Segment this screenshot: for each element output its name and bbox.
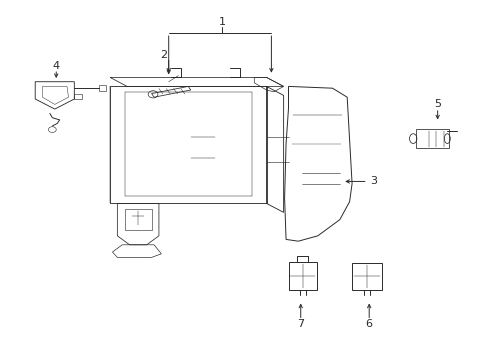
Text: 7: 7 bbox=[297, 319, 304, 329]
Text: 1: 1 bbox=[219, 17, 225, 27]
Text: 5: 5 bbox=[433, 99, 440, 109]
Text: 4: 4 bbox=[53, 60, 60, 71]
Text: 3: 3 bbox=[370, 176, 377, 186]
Text: 2: 2 bbox=[160, 50, 167, 60]
Text: 6: 6 bbox=[365, 319, 372, 329]
